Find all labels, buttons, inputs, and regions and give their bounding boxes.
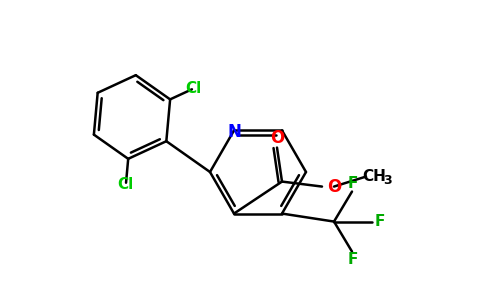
Text: O: O [327, 178, 341, 196]
Text: 3: 3 [384, 174, 393, 187]
Text: CH: CH [362, 169, 386, 184]
Text: F: F [348, 252, 358, 267]
Text: Cl: Cl [118, 177, 134, 192]
Text: F: F [375, 214, 385, 229]
Text: O: O [270, 129, 284, 147]
Text: F: F [348, 176, 358, 191]
Text: N: N [227, 123, 241, 141]
Text: Cl: Cl [185, 81, 202, 96]
